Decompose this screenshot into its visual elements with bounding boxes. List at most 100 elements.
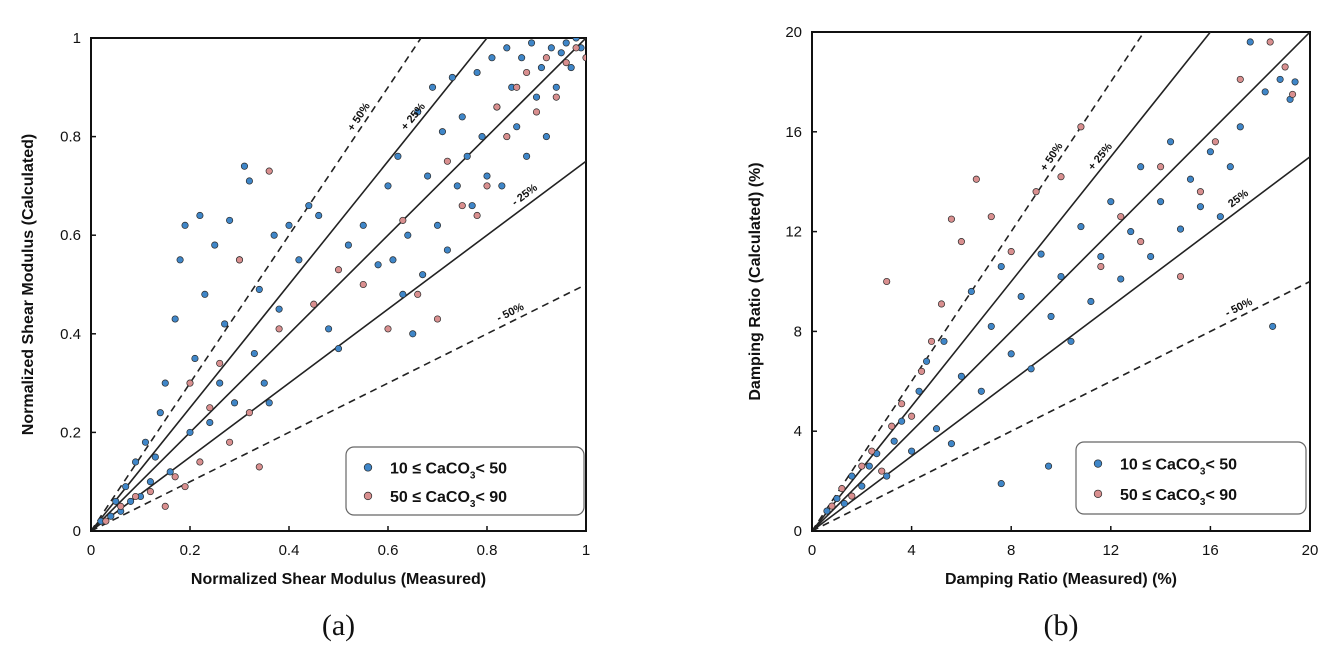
data-point xyxy=(527,39,536,47)
legend-label-tail: < 50 xyxy=(1205,457,1237,474)
data-point xyxy=(270,231,278,239)
x-tick-label: 20 xyxy=(1302,542,1319,559)
data-point xyxy=(443,246,451,254)
data-point xyxy=(117,502,125,510)
panel-label: (a) xyxy=(322,609,355,642)
data-point xyxy=(823,507,831,515)
data-point xyxy=(918,367,926,375)
data-point xyxy=(260,379,268,387)
data-point xyxy=(1276,75,1284,83)
legend-marker xyxy=(1093,459,1103,468)
data-point xyxy=(216,359,224,367)
data-point xyxy=(865,462,873,470)
data-point xyxy=(498,182,506,190)
data-point xyxy=(231,399,239,407)
data-point xyxy=(1097,262,1105,271)
series-0 xyxy=(823,38,1299,515)
data-point xyxy=(235,256,244,264)
legend-label-sub: 3 xyxy=(1200,467,1206,478)
y-tick-label: 0 xyxy=(73,523,81,540)
data-point xyxy=(181,483,189,491)
x-axis-label: Damping Ratio (Measured) (%) xyxy=(945,571,1177,588)
y-tick-label: 12 xyxy=(785,224,802,241)
data-point xyxy=(858,462,866,470)
data-point xyxy=(523,68,531,77)
data-point xyxy=(122,483,130,491)
data-point xyxy=(488,54,496,62)
data-point xyxy=(1017,292,1025,301)
series-1 xyxy=(828,38,1297,510)
data-point xyxy=(537,64,546,72)
data-point xyxy=(908,412,916,420)
x-tick-label: 12 xyxy=(1102,542,1119,559)
data-point xyxy=(483,182,491,190)
data-point xyxy=(977,387,985,395)
data-point xyxy=(542,133,550,141)
data-point xyxy=(987,213,995,221)
x-axis-label: Normalized Shear Modulus (Measured) xyxy=(191,571,486,588)
data-point xyxy=(1157,198,1165,206)
data-point xyxy=(463,152,471,160)
data-point xyxy=(557,49,565,57)
data-point xyxy=(102,517,110,525)
y-tick-label: 1 xyxy=(73,30,81,47)
data-point xyxy=(523,152,531,160)
data-point xyxy=(334,266,343,274)
legend-label-sub: 3 xyxy=(470,470,476,481)
data-point xyxy=(513,83,521,91)
legend-label-tail: < 90 xyxy=(475,489,507,506)
data-point xyxy=(848,472,856,480)
data-point xyxy=(315,211,323,220)
data-point xyxy=(997,262,1005,271)
data-point xyxy=(146,488,154,496)
y-tick-label: 4 xyxy=(794,423,802,440)
legend-label-tail: < 50 xyxy=(475,460,507,477)
data-point xyxy=(483,172,491,180)
x-tick-label: 1 xyxy=(582,542,590,559)
data-point xyxy=(1196,188,1204,196)
data-point xyxy=(443,157,451,165)
data-point xyxy=(532,93,541,101)
data-point xyxy=(1137,163,1145,171)
data-point xyxy=(191,354,199,363)
data-point xyxy=(987,322,995,330)
data-point xyxy=(384,182,392,190)
data-point xyxy=(186,379,194,387)
data-point xyxy=(453,182,461,190)
data-point xyxy=(196,211,204,220)
x-tick-label: 0 xyxy=(87,542,95,559)
legend-label-main: 50 ≤ CaCO xyxy=(1120,487,1200,504)
data-point xyxy=(848,492,856,500)
x-tick-label: 4 xyxy=(907,542,915,559)
x-tick-label: 0.2 xyxy=(180,542,201,559)
data-point xyxy=(458,202,466,210)
data-point xyxy=(374,261,382,269)
data-point xyxy=(898,400,906,408)
data-point xyxy=(206,418,214,427)
legend-label: 50 ≤ CaCO3< 90 xyxy=(1120,487,1237,508)
reference-line-1 xyxy=(91,38,488,531)
y-axis-label: Normalized Shear Modulus (Calculated) xyxy=(20,134,37,435)
legend-label: 10 ≤ CaCO3< 50 xyxy=(390,460,507,481)
data-point xyxy=(1186,175,1195,183)
data-point xyxy=(1107,198,1115,206)
data-point xyxy=(399,216,407,224)
data-point xyxy=(171,473,179,481)
legend-marker xyxy=(1093,489,1103,498)
x-tick-label: 0 xyxy=(808,542,816,559)
data-point xyxy=(265,399,273,407)
data-point xyxy=(940,337,948,345)
panel-b: + 50% + 25%25%- 50%0 4 8 12 16 20048121620Damp… xyxy=(747,24,1318,642)
legend-marker xyxy=(363,491,373,501)
data-point xyxy=(1097,252,1105,261)
legend-marker xyxy=(363,463,373,472)
data-point xyxy=(1289,90,1297,98)
data-point xyxy=(161,502,169,510)
data-point xyxy=(295,256,303,264)
data-point xyxy=(438,128,447,136)
data-point xyxy=(838,485,846,493)
data-point xyxy=(186,428,194,436)
data-point xyxy=(1206,148,1214,156)
